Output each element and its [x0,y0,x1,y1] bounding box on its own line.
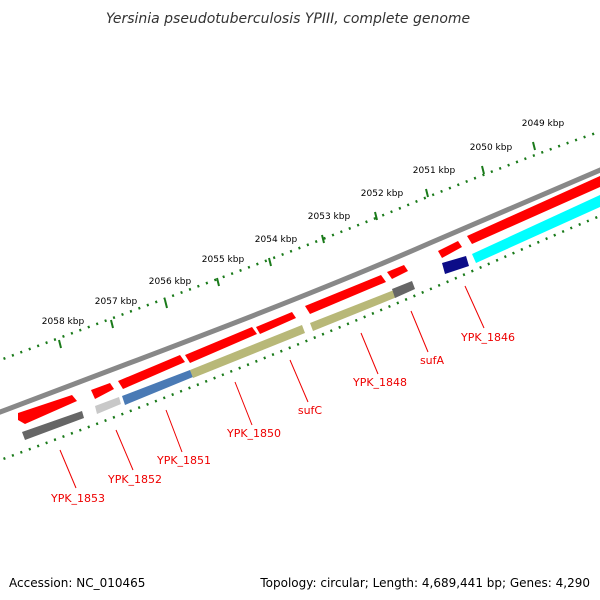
cds-lightgrey-ypk1852 [95,397,121,414]
kbp-tick-label: 2053 kbp [308,212,351,222]
cds-blue-ypk1851 [122,370,193,405]
kbp-tick-label: 2054 kbp [255,235,298,245]
cds-grey-ypk1853 [22,411,84,440]
kbp-tick-label: 2050 kbp [470,143,513,153]
gene-arrow-ypk1846 [467,176,600,244]
label-connectors [59,285,485,489]
accession-text: Accession: NC_010465 [9,576,145,590]
gene-label-ypk1846: YPK_1846 [460,331,515,344]
gene-label-ypk1851: YPK_1851 [156,454,211,467]
kbp-tick-mark [532,141,536,151]
cds-navy-ypk1846 [442,256,469,274]
genome-backbone [0,167,600,415]
connector-ypk1850 [234,381,253,426]
gene-label-ypk1850: YPK_1850 [226,427,281,440]
kbp-tick-mark [216,277,220,287]
cds-olive-ypk1850 [190,325,305,378]
kbp-tick-mark [110,319,114,329]
kbp-tick-mark [321,234,325,244]
gene-label-ypk1853: YPK_1853 [50,492,105,505]
gene-arrow-ypk1852 [91,383,114,399]
gene-features [18,176,600,440]
kbp-tick-mark [164,299,168,309]
cds-grey-sufa [392,281,415,298]
gene-arrow-ypk1850 [185,327,257,363]
gene-labels: YPK_1853 YPK_1852 YPK_1851 YPK_1850 sufC… [50,331,515,505]
kbp-tick-label: 2056 kbp [149,277,192,287]
kbp-tick-mark [425,188,429,198]
gene-arrow-ypk1848 [305,275,386,314]
cds-olive-ypk1848 [310,290,397,331]
kbp-scale: 2049 kbp 2050 kbp 2051 kbp 2052 kbp 2053 kbp… [42,119,565,349]
kbp-tick-label: 2055 kbp [202,255,245,265]
kbp-tick-label: 2058 kbp [42,317,85,327]
gene-label-sufc: sufC [298,404,323,417]
gene-arrow-ypk1851 [118,355,185,389]
gene-arrow-sufc [256,312,296,334]
gene-label-ypk1848: YPK_1848 [352,376,407,389]
inner-dotted-scale [0,214,600,462]
connector-sufa [410,310,429,353]
connector-ypk1852 [115,429,134,471]
connector-ypk1846 [464,285,485,329]
kbp-tick-mark [58,339,62,349]
gene-label-ypk1852: YPK_1852 [107,473,162,486]
gene-arrow-ypk1853 [18,395,77,424]
map-title: Yersinia pseudotuberculosis YPIII, compl… [106,11,470,27]
connector-sufc [289,359,309,403]
gene-arrow-ypk1846-small [438,241,462,258]
gene-arrow-sufa [387,265,408,279]
gene-label-sufa: sufA [420,354,445,367]
kbp-tick-label: 2049 kbp [522,119,565,129]
topology-summary: Topology: circular; Length: 4,689,441 bp… [259,576,590,590]
connector-ypk1851 [165,409,183,453]
kbp-tick-label: 2051 kbp [413,166,456,176]
connector-ypk1853 [59,449,77,489]
kbp-tick-mark [268,257,272,267]
kbp-tick-label: 2052 kbp [361,189,404,199]
kbp-tick-mark [481,165,485,175]
connector-ypk1848 [360,332,379,375]
kbp-tick-label: 2057 kbp [95,297,138,307]
kbp-tick-mark [374,211,378,221]
cds-cyan-ypk1846 [472,195,600,263]
